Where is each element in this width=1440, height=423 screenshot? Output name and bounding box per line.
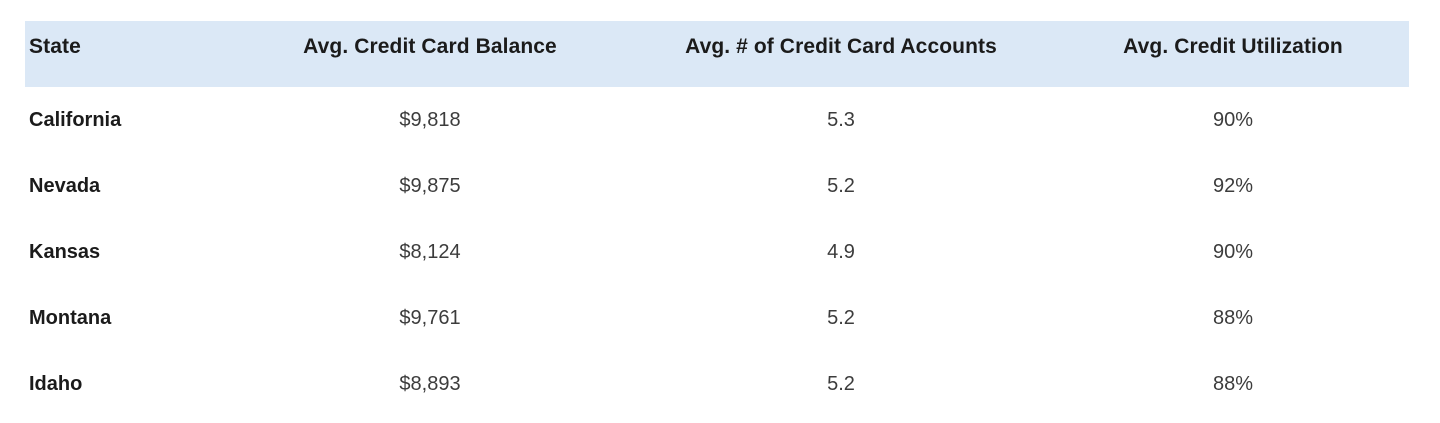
cell-state: Idaho	[25, 351, 235, 417]
column-header-accounts: Avg. # of Credit Card Accounts	[625, 21, 1057, 87]
state-credit-table: State Avg. Credit Card Balance Avg. # of…	[25, 21, 1409, 417]
cell-state: Kansas	[25, 219, 235, 285]
table-header-row: State Avg. Credit Card Balance Avg. # of…	[25, 21, 1409, 87]
cell-balance: $8,893	[235, 351, 625, 417]
table-row: Montana $9,761 5.2 88%	[25, 285, 1409, 351]
cell-utilization: 92%	[1057, 153, 1409, 219]
column-header-balance: Avg. Credit Card Balance	[235, 21, 625, 87]
cell-balance: $9,818	[235, 87, 625, 153]
cell-accounts: 5.2	[625, 153, 1057, 219]
cell-accounts: 5.2	[625, 351, 1057, 417]
cell-state: California	[25, 87, 235, 153]
cell-utilization: 88%	[1057, 351, 1409, 417]
table-row: Nevada $9,875 5.2 92%	[25, 153, 1409, 219]
cell-state: Nevada	[25, 153, 235, 219]
table-row: Kansas $8,124 4.9 90%	[25, 219, 1409, 285]
cell-utilization: 88%	[1057, 285, 1409, 351]
table-row: Idaho $8,893 5.2 88%	[25, 351, 1409, 417]
cell-accounts: 5.2	[625, 285, 1057, 351]
cell-accounts: 4.9	[625, 219, 1057, 285]
cell-state: Montana	[25, 285, 235, 351]
column-header-state: State	[25, 21, 235, 87]
column-header-utilization: Avg. Credit Utilization	[1057, 21, 1409, 87]
cell-utilization: 90%	[1057, 219, 1409, 285]
cell-balance: $9,875	[235, 153, 625, 219]
cell-balance: $9,761	[235, 285, 625, 351]
cell-accounts: 5.3	[625, 87, 1057, 153]
table-row: California $9,818 5.3 90%	[25, 87, 1409, 153]
cell-balance: $8,124	[235, 219, 625, 285]
credit-stats-table: State Avg. Credit Card Balance Avg. # of…	[25, 21, 1409, 417]
cell-utilization: 90%	[1057, 87, 1409, 153]
